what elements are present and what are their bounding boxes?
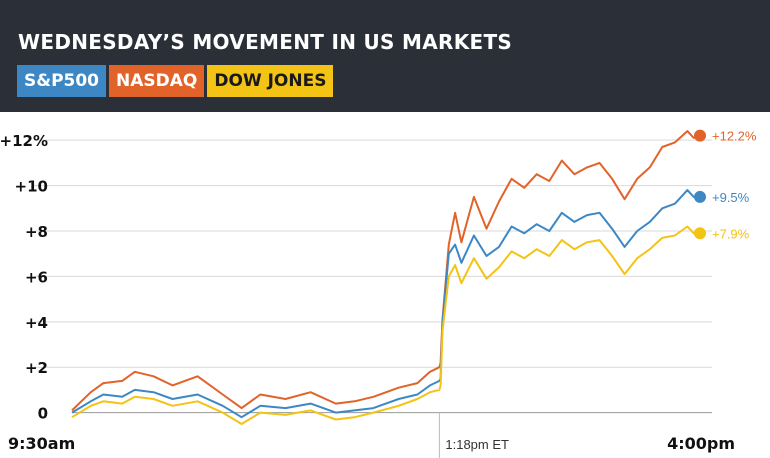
legend-nasdaq: NASDAQ: [109, 65, 205, 97]
y-tick-label: +8: [25, 223, 48, 241]
y-tick-label: 0: [38, 405, 48, 423]
end-label-nasdaq: +12.2%: [712, 129, 757, 144]
chart-header: WEDNESDAY’S MOVEMENT IN US MARKETS S&P50…: [0, 0, 770, 112]
line-chart: 0 +2 +4 +6 +8 +10 +12% 1:18pm ET 9:30am 4:00pm +12…: [0, 129, 757, 458]
end-point-s-p500: [694, 190, 706, 203]
series-line-dow-jones: [71, 225, 700, 425]
series-line-s-p500: [71, 189, 700, 419]
x-start-label: 9:30am: [8, 434, 75, 453]
y-tick-label: +4: [25, 314, 48, 332]
end-label-s-p500: +9.5%: [712, 190, 750, 205]
legend: S&P500 NASDAQ DOW JONES: [17, 65, 334, 97]
x-end-label: 4:00pm: [667, 434, 735, 453]
end-label-dow-jones: +7.9%: [712, 226, 750, 241]
chart-title: WEDNESDAY’S MOVEMENT IN US MARKETS: [18, 30, 513, 54]
series-line-nasdaq: [71, 130, 701, 412]
y-tick-label: +12%: [0, 132, 48, 150]
y-tick-label: +6: [25, 268, 48, 286]
y-tick-label: +10: [15, 178, 48, 196]
event-label: 1:18pm ET: [445, 437, 509, 452]
legend-dow-jones: DOW JONES: [207, 65, 334, 97]
end-point-dow-jones: [694, 227, 706, 240]
y-tick-label: +2: [25, 359, 48, 377]
end-point-nasdaq: [694, 129, 706, 142]
legend-sp500: S&P500: [17, 65, 107, 97]
